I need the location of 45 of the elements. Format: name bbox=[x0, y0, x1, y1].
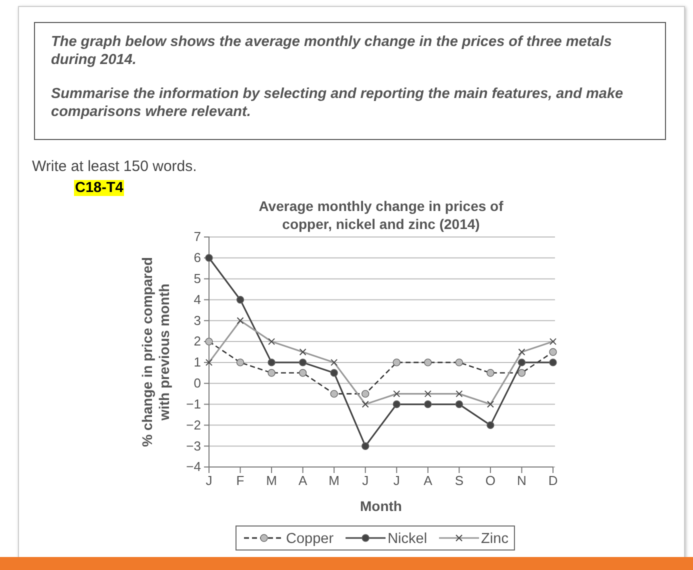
y-tick-label: −2 bbox=[186, 417, 201, 432]
point bbox=[486, 421, 494, 430]
point bbox=[549, 358, 557, 366]
x-tick-label: J bbox=[206, 473, 212, 488]
point bbox=[268, 358, 276, 366]
x-tick-label: J bbox=[393, 473, 400, 488]
x-tick-label: S bbox=[454, 473, 464, 488]
y-tick-label: −1 bbox=[186, 396, 201, 412]
y-tick-label: 2 bbox=[194, 334, 201, 349]
task-box: The graph below shows the average monthly change in the prices of three metals during 2014. Summarise the information by selecting and reporting the main features, and make comparisons where relevant. bbox=[34, 22, 666, 140]
x-tick-label: N bbox=[517, 473, 526, 488]
y-tick-label: 7 bbox=[194, 229, 201, 244]
point bbox=[424, 400, 432, 408]
text: Write at least 150 words. bbox=[32, 158, 197, 175]
x-tick-label: J bbox=[362, 473, 369, 488]
y-tick-label: 1 bbox=[194, 354, 201, 370]
x-tick-label: A bbox=[424, 473, 433, 488]
point bbox=[518, 358, 526, 366]
point bbox=[330, 369, 338, 377]
y-tick-label: 5 bbox=[194, 270, 201, 286]
y-tick-label: 6 bbox=[194, 250, 201, 266]
x-tick-label: F bbox=[236, 473, 244, 488]
chart-title: Average monthly change in prices of copper, nickel and zinc (2014) bbox=[258, 198, 504, 232]
legend-label: Copper bbox=[286, 531, 334, 547]
point bbox=[205, 254, 213, 262]
x-tick-label: O bbox=[485, 473, 496, 488]
x-tick-label: D bbox=[548, 473, 558, 488]
point bbox=[236, 296, 244, 304]
x-axis-title: Month bbox=[360, 498, 402, 514]
legend-label: Zinc bbox=[481, 531, 508, 547]
x-tick-label: A bbox=[298, 473, 308, 488]
y-tick-label: −4 bbox=[186, 459, 201, 474]
y-tick-label: −3 bbox=[186, 438, 201, 454]
point bbox=[455, 400, 464, 408]
text: C18-T4 bbox=[74, 180, 124, 196]
point bbox=[362, 442, 370, 450]
legend-label: Nickel bbox=[388, 531, 428, 547]
x-tick-label: M bbox=[266, 473, 277, 488]
y-tick-label: 4 bbox=[194, 292, 201, 307]
x-tick-label: M bbox=[328, 473, 340, 488]
point bbox=[298, 358, 307, 366]
y-tick-label: 3 bbox=[194, 312, 201, 328]
point bbox=[392, 400, 400, 408]
y-axis-title: % change in price compared with previous month bbox=[139, 257, 172, 447]
y-tick-label: 0 bbox=[194, 376, 201, 391]
